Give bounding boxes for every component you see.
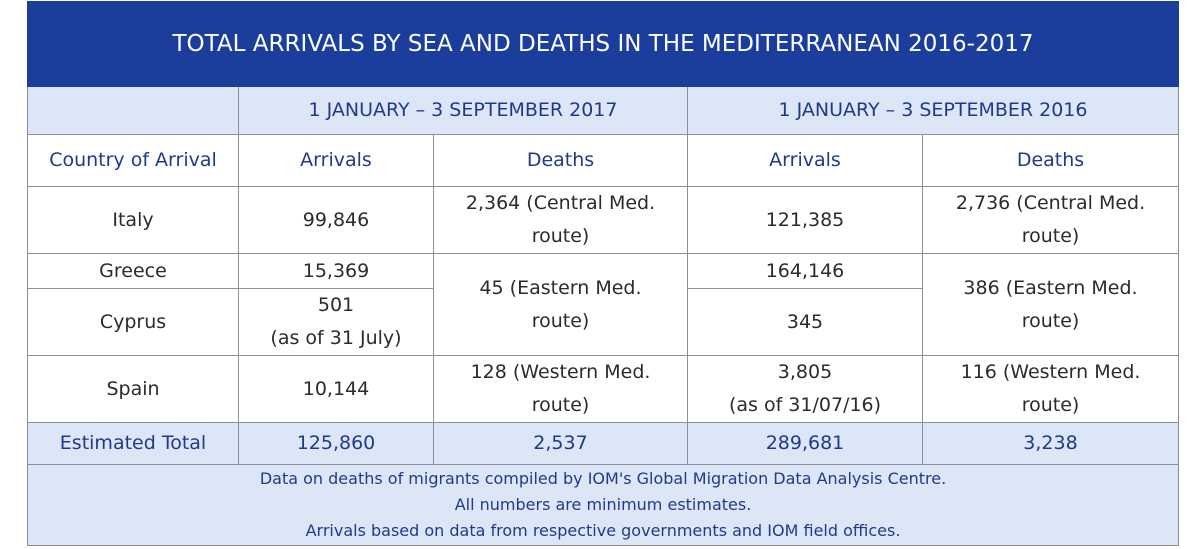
text-line: route): [531, 309, 590, 332]
cell: 10,144: [238, 355, 434, 423]
text-line: route): [1021, 225, 1080, 247]
country: Spain: [27, 355, 239, 423]
country: Italy: [27, 186, 239, 254]
text-line: 345: [786, 310, 824, 333]
total-label: Estimated Total: [27, 422, 239, 465]
column-header: Arrivals: [238, 134, 434, 187]
text-line: Data on deaths of migrants compiled by I…: [259, 469, 947, 488]
text-line: 3,805: [777, 361, 833, 383]
column-header: Arrivals: [687, 134, 923, 187]
text-line: route): [1021, 309, 1080, 332]
text-line: 15,369: [302, 259, 370, 282]
cell: 45 (Eastern Med. route): [433, 253, 688, 356]
cell: 2,364 (Central Med. route): [433, 186, 688, 254]
cell: 2,736 (Central Med. route): [921, 186, 1180, 254]
cell: 116 (Western Med. route): [921, 355, 1180, 423]
text-line: Arrivals based on data from respective g…: [305, 521, 901, 540]
cell: 164,146: [687, 253, 923, 289]
period-header: 1 JANUARY – 3 SEPTEMBER 2017: [238, 86, 688, 135]
text-line: 2,364 (Central Med.: [465, 192, 656, 214]
cell: 99,846: [238, 186, 434, 254]
text-line: 116 (Western Med.: [960, 361, 1141, 383]
cell: 3,805 (as of 31/07/16): [687, 355, 923, 423]
text-line: (as of 31/07/16): [728, 394, 882, 416]
cell: 501 (as of 31 July): [238, 288, 434, 356]
text-line: (as of 31 July): [270, 327, 402, 349]
text-line: 45 (Eastern Med.: [479, 276, 642, 299]
arrivals-table: TOTAL ARRIVALS BY SEA AND DEATHS IN THE …: [26, 1, 1180, 546]
empty-cell: [27, 86, 239, 135]
column-header: Deaths: [433, 134, 688, 187]
cell: 121,385: [687, 186, 923, 254]
text-line: 99,846: [302, 208, 370, 231]
cell: 15,369: [238, 253, 434, 289]
country: Greece: [27, 253, 239, 289]
text-line: 501: [317, 294, 355, 316]
text-line: route): [1021, 394, 1080, 416]
total-cell: 289,681: [687, 422, 923, 465]
text-line: 386 (Eastern Med.: [963, 276, 1138, 299]
cell: 345: [687, 288, 923, 356]
cell: 128 (Western Med. route): [433, 355, 688, 423]
country: Cyprus: [27, 288, 239, 356]
text-line: route): [531, 225, 590, 247]
text-line: 164,146: [765, 259, 845, 282]
column-header: Country of Arrival: [27, 134, 239, 187]
text-line: 10,144: [302, 377, 370, 400]
footnotes: Data on deaths of migrants compiled by I…: [26, 464, 1180, 546]
text-line: 121,385: [765, 208, 845, 231]
text-line: 128 (Western Med.: [470, 361, 651, 383]
cell: 386 (Eastern Med. route): [921, 253, 1180, 356]
total-cell: 125,860: [238, 422, 434, 465]
text-line: All numbers are minimum estimates.: [454, 495, 752, 514]
text-line: route): [531, 394, 590, 416]
total-cell: 2,537: [433, 422, 688, 465]
total-cell: 3,238: [921, 422, 1180, 465]
text-line: 2,736 (Central Med.: [955, 192, 1146, 214]
period-header: 1 JANUARY – 3 SEPTEMBER 2016: [686, 86, 1180, 135]
column-header: Deaths: [921, 134, 1180, 187]
table-title: TOTAL ARRIVALS BY SEA AND DEATHS IN THE …: [26, 1, 1180, 87]
